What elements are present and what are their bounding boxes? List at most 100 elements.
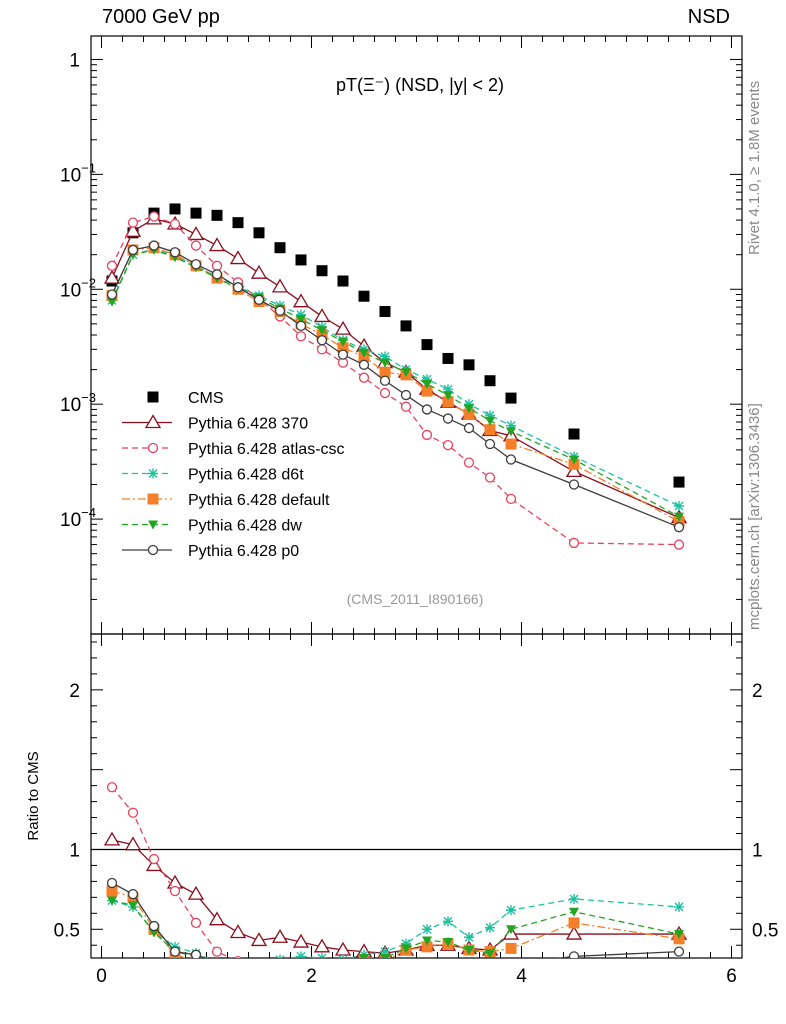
ratio-series-5 bbox=[107, 896, 684, 971]
ratio-point bbox=[271, 928, 289, 943]
data-point bbox=[442, 440, 454, 451]
ratio-y-tick-label: 0.5 bbox=[54, 920, 80, 941]
ratio-point bbox=[507, 960, 516, 969]
ratio-point bbox=[338, 954, 348, 958]
ratio-point bbox=[297, 961, 306, 970]
series-6 bbox=[106, 240, 685, 533]
data-point bbox=[358, 359, 370, 370]
ratio-point bbox=[568, 917, 580, 929]
ratio-point bbox=[296, 959, 307, 970]
data-point bbox=[464, 404, 474, 414]
ratio-panel: 2 2 1 1 0.5 0.5 bbox=[54, 633, 778, 959]
analysis-tag: (CMS_2011_I890166) bbox=[347, 591, 484, 607]
data-point bbox=[359, 348, 369, 358]
y-tick-label: 10−3 bbox=[60, 390, 96, 416]
data-point bbox=[316, 265, 328, 277]
data-point bbox=[253, 227, 265, 239]
ratio-point bbox=[318, 963, 327, 972]
ratio-point bbox=[233, 956, 243, 958]
ratio-point bbox=[443, 938, 453, 948]
ratio-point bbox=[229, 924, 247, 939]
data-point bbox=[568, 479, 580, 490]
data-point bbox=[505, 392, 517, 404]
data-point bbox=[337, 349, 349, 360]
ratio-point bbox=[103, 831, 121, 846]
ratio-series-6 bbox=[106, 877, 685, 972]
ratio-point bbox=[339, 963, 348, 972]
legend-label: Pythia 6.428 dw bbox=[188, 518, 302, 535]
data-point bbox=[338, 337, 348, 347]
series-4 bbox=[106, 242, 685, 528]
data-point bbox=[271, 278, 289, 293]
data-point bbox=[169, 247, 181, 258]
mcplots-label: mcplots.cern.ch [arXiv:1306.3436] bbox=[746, 403, 763, 630]
data-point bbox=[568, 428, 580, 440]
data-point bbox=[295, 331, 307, 342]
ratio-point bbox=[338, 960, 349, 971]
ratio-point bbox=[296, 957, 306, 958]
ratio-point bbox=[507, 984, 516, 993]
ratio-point bbox=[169, 946, 181, 957]
data-point bbox=[443, 391, 453, 401]
ratio-point bbox=[401, 944, 411, 954]
data-point bbox=[211, 269, 223, 280]
data-point bbox=[421, 429, 433, 441]
data-point bbox=[442, 413, 454, 424]
ratio-point bbox=[381, 973, 390, 982]
ratio-point bbox=[485, 922, 495, 933]
data-point bbox=[421, 339, 433, 351]
ratio-point bbox=[506, 925, 516, 935]
data-point bbox=[211, 260, 223, 271]
ratio-point bbox=[124, 836, 142, 851]
ratio-point bbox=[569, 907, 579, 917]
data-point bbox=[568, 537, 580, 549]
data-point bbox=[296, 309, 306, 320]
ratio-line bbox=[111, 899, 680, 958]
ratio-point bbox=[318, 971, 327, 980]
x-tick-label: 0 bbox=[96, 966, 107, 987]
data-point bbox=[673, 539, 685, 550]
ratio-point bbox=[360, 973, 369, 982]
ratio-point bbox=[380, 946, 390, 957]
ratio-point bbox=[128, 901, 138, 911]
ratio-point bbox=[212, 960, 222, 969]
legend: CMS Pythia 6.428 370 Pythia 6.428 atlas-cs… bbox=[122, 390, 345, 560]
data-point bbox=[190, 240, 202, 251]
data-point bbox=[253, 294, 265, 305]
rivet-version-label: Rivet 4.1.0, ≥ 1.8M events bbox=[746, 80, 763, 255]
data-point bbox=[106, 260, 118, 271]
ratio-point bbox=[233, 962, 243, 971]
ratio-y-tick-label: 1 bbox=[69, 840, 80, 861]
data-point bbox=[380, 358, 390, 368]
ratio-point bbox=[423, 963, 432, 972]
ratio-point bbox=[254, 964, 265, 975]
ratio-point bbox=[275, 959, 285, 968]
data-point bbox=[127, 217, 139, 228]
ratio-point bbox=[297, 969, 306, 978]
ratio-point bbox=[169, 885, 181, 897]
ratio-y-tick-label: 1 bbox=[752, 840, 763, 861]
ratio-line bbox=[111, 898, 680, 958]
data-point bbox=[148, 211, 160, 222]
ratio-point bbox=[254, 962, 264, 971]
y-tick-label: 10−4 bbox=[60, 505, 96, 531]
ratio-point bbox=[233, 962, 244, 973]
data-point bbox=[463, 408, 475, 420]
data-point bbox=[317, 326, 327, 336]
data-point bbox=[422, 379, 432, 389]
data-point bbox=[484, 472, 496, 483]
ratio-point bbox=[570, 987, 579, 996]
ratio-point bbox=[401, 938, 411, 949]
ratio-point bbox=[208, 911, 226, 926]
ratio-point bbox=[275, 954, 285, 958]
ratio-plot-frame bbox=[90, 633, 743, 959]
ratio-point bbox=[674, 930, 684, 940]
legend-marker bbox=[148, 520, 158, 530]
ratio-point bbox=[127, 889, 139, 900]
legend-label: Pythia 6.428 atlas-csc bbox=[188, 441, 345, 458]
data-point bbox=[442, 396, 454, 408]
data-point bbox=[506, 427, 516, 437]
data-point bbox=[274, 305, 286, 316]
ratio-point bbox=[465, 982, 474, 991]
x-tick-label: 2 bbox=[306, 966, 317, 987]
